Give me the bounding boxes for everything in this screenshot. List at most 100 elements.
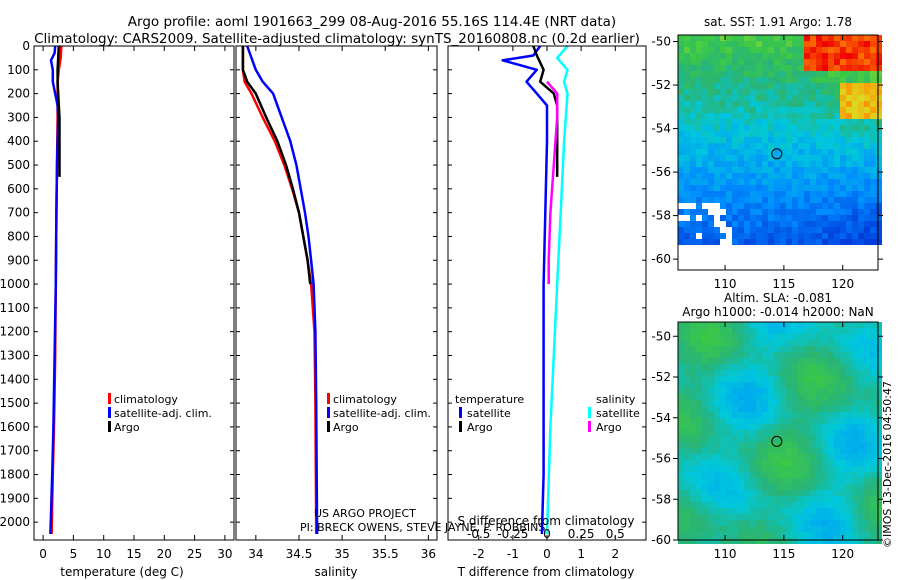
map-cell (684, 185, 690, 191)
map-cell (684, 149, 690, 155)
map-cell (744, 203, 750, 209)
map-cell (816, 89, 822, 95)
map-cell (822, 478, 828, 484)
map-cell (822, 328, 828, 334)
map-cell (780, 89, 786, 95)
map-cell (804, 412, 810, 418)
map-cell (876, 340, 882, 346)
map-cell (774, 358, 780, 364)
map-cell (756, 209, 762, 215)
map-cell (708, 197, 714, 203)
map-cell (690, 167, 696, 173)
map-cell (792, 388, 798, 394)
map-cell (762, 107, 768, 113)
map-cell (846, 352, 852, 358)
map-cell (846, 412, 852, 418)
map-cell (822, 47, 828, 53)
map-cell (720, 418, 726, 424)
map-cell (840, 358, 846, 364)
map-cell (810, 412, 816, 418)
map-cell (852, 496, 858, 502)
map-cell (822, 322, 828, 328)
map-cell (828, 125, 834, 131)
map-cell (822, 143, 828, 149)
map-cell (786, 173, 792, 179)
map-cell (786, 59, 792, 65)
map-cell (852, 167, 858, 173)
map-cell (768, 71, 774, 77)
map-cell (834, 173, 840, 179)
map-cell (846, 394, 852, 400)
map-cell (678, 472, 684, 478)
map-cell (732, 400, 738, 406)
map-cell (714, 155, 720, 161)
map-cell (870, 119, 876, 125)
map-cell (810, 502, 816, 508)
map-cell (822, 155, 828, 161)
map-cell (726, 430, 732, 436)
map-cell (726, 454, 732, 460)
map-cell (846, 526, 852, 532)
map-cell (852, 490, 858, 496)
map-cell (708, 322, 714, 328)
map-cell (858, 346, 864, 352)
map-cell (678, 101, 684, 107)
map-cell (684, 35, 690, 41)
map-y-tick-label: -58 (651, 209, 671, 223)
map-cell (876, 502, 882, 508)
map-cell (732, 526, 738, 532)
map-cell (810, 424, 816, 430)
map-cell (744, 514, 750, 520)
map-cell (774, 221, 780, 227)
map-cell (780, 125, 786, 131)
temperature-panel: 0 5 10 15 20 25 300100200300400500600700800900… (0, 39, 235, 579)
map-cell (732, 364, 738, 370)
map-cell (738, 358, 744, 364)
map-cell (690, 77, 696, 83)
map-cell (840, 191, 846, 197)
map-cell (744, 370, 750, 376)
map-cell (810, 388, 816, 394)
map-cell (828, 221, 834, 227)
map-cell (840, 376, 846, 382)
map-cell (828, 137, 834, 143)
map-cell (690, 466, 696, 472)
map-cell (708, 95, 714, 101)
map-cell (846, 71, 852, 77)
map-cell (750, 430, 756, 436)
x-tick-label: 0 (543, 547, 551, 561)
map-cell (678, 173, 684, 179)
map-cell (792, 448, 798, 454)
map-cell (684, 364, 690, 370)
map-cell (702, 394, 708, 400)
map-cell (864, 514, 870, 520)
map-cell (678, 496, 684, 502)
map-cell (768, 233, 774, 239)
map-cell (744, 71, 750, 77)
map-cell (780, 221, 786, 227)
map-cell (840, 149, 846, 155)
map-cell (810, 340, 816, 346)
map-cell (690, 53, 696, 59)
map-cell (798, 358, 804, 364)
map-cell (690, 191, 696, 197)
map-cell (732, 83, 738, 89)
map-cell (852, 460, 858, 466)
map-cell (738, 233, 744, 239)
map-cell (840, 394, 846, 400)
map-cell (834, 322, 840, 328)
map-cell (708, 388, 714, 394)
map-cell (696, 322, 702, 328)
map-cell (810, 328, 816, 334)
map-cell (702, 161, 708, 167)
map-cell (840, 520, 846, 526)
map-cell (876, 221, 882, 227)
map-cell (834, 382, 840, 388)
map-cell (864, 197, 870, 203)
legend-label-argo: Argo (333, 421, 359, 434)
map-cell (750, 328, 756, 334)
map-cell (804, 526, 810, 532)
map-cell (834, 71, 840, 77)
map-cell (834, 53, 840, 59)
map-cell (768, 346, 774, 352)
